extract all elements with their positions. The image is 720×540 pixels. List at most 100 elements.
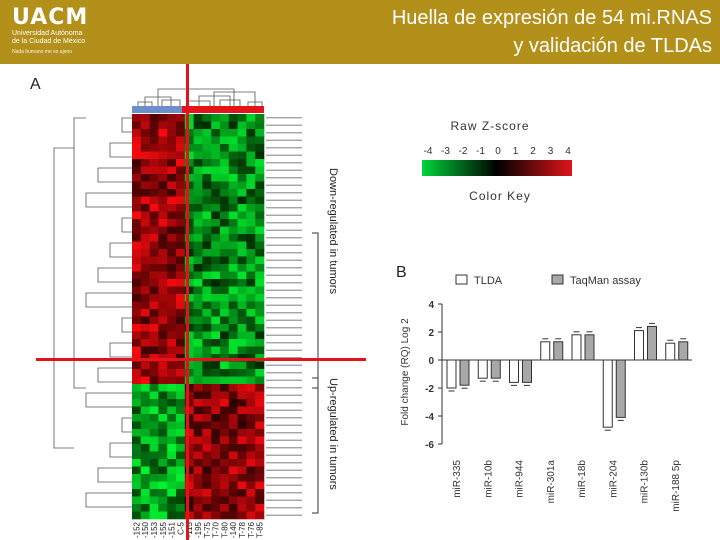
heatmap-cell bbox=[132, 474, 142, 482]
x-tick-label: miR-335 bbox=[452, 460, 463, 498]
heatmap-cell bbox=[176, 444, 186, 452]
heatmap-cell bbox=[237, 309, 247, 317]
heatmap-cell bbox=[140, 376, 150, 385]
heatmap-cell bbox=[193, 331, 203, 340]
heatmap-cell bbox=[202, 271, 212, 280]
heatmap-cell bbox=[132, 166, 142, 175]
heatmap-cell bbox=[176, 159, 186, 167]
heatmap-cell bbox=[228, 271, 238, 280]
heatmap-cell bbox=[176, 504, 186, 512]
heatmap-cell bbox=[132, 489, 142, 497]
heatmap-cell bbox=[228, 204, 238, 212]
heatmap-cell bbox=[193, 436, 203, 445]
heatmap-cell bbox=[140, 271, 150, 280]
heatmap-cell bbox=[228, 474, 238, 482]
heatmap-cell bbox=[193, 451, 203, 460]
heatmap-cell bbox=[255, 436, 265, 445]
heatmap-cell bbox=[132, 114, 142, 122]
up-bracket bbox=[312, 377, 319, 514]
heatmap-cell bbox=[202, 286, 212, 295]
heatmap-cell bbox=[184, 376, 194, 385]
heatmap-cell bbox=[149, 114, 159, 122]
heatmap-cell bbox=[140, 151, 150, 160]
heatmap-cell bbox=[167, 144, 177, 152]
heatmap-cell bbox=[220, 286, 230, 295]
heatmap-cell bbox=[149, 429, 159, 437]
heatmap-cell bbox=[211, 294, 221, 302]
heatmap-cell bbox=[158, 459, 168, 467]
heatmap-cell bbox=[184, 316, 194, 325]
heatmap-cell bbox=[158, 489, 168, 497]
heatmap-cell bbox=[202, 354, 212, 362]
down-bracket bbox=[312, 232, 319, 389]
heatmap-cell bbox=[237, 459, 247, 467]
heatmap-cell bbox=[184, 136, 194, 145]
heatmap-cell bbox=[228, 136, 238, 145]
heatmap-cell bbox=[237, 136, 247, 145]
heatmap-cell bbox=[149, 129, 159, 137]
heatmap-cell bbox=[167, 129, 177, 137]
dendrogram-branch bbox=[109, 342, 132, 358]
heatmap-cell bbox=[255, 241, 265, 250]
heatmap-cell bbox=[149, 271, 159, 280]
heatmap-cell bbox=[202, 489, 212, 497]
heatmap-cell bbox=[149, 504, 159, 512]
heatmap-cell bbox=[237, 466, 247, 475]
heatmap-cell bbox=[184, 406, 194, 415]
heatmap-cell bbox=[246, 421, 256, 430]
heatmap-cell bbox=[228, 361, 238, 370]
column-label: T-85 bbox=[256, 521, 265, 538]
heatmap-cell bbox=[228, 196, 238, 205]
heatmap-cell bbox=[237, 399, 247, 407]
column-labels: C-152 C-150 C-153 C-155 C-151 C-5 T-115 T-195 T-… bbox=[132, 521, 264, 538]
heatmap-cell bbox=[149, 234, 159, 242]
heatmap-cell bbox=[132, 346, 142, 355]
heatmap-cell bbox=[140, 459, 150, 467]
heatmap-cell bbox=[167, 346, 177, 355]
legend-label: TaqMan assay bbox=[570, 275, 641, 287]
heatmap-cell bbox=[246, 129, 256, 137]
heatmap-cell bbox=[176, 459, 186, 467]
heatmap-cell bbox=[228, 301, 238, 310]
heatmap-cell bbox=[158, 309, 168, 317]
heatmap-cell bbox=[237, 151, 247, 160]
heatmap-cell bbox=[132, 151, 142, 160]
heatmap-cell bbox=[193, 174, 203, 182]
heatmap-cell bbox=[202, 451, 212, 460]
heatmap-cell bbox=[220, 429, 230, 437]
heatmap-cell bbox=[149, 324, 159, 332]
heatmap-cell bbox=[132, 429, 142, 437]
heatmap-cell bbox=[193, 129, 203, 137]
heatmap-cell bbox=[211, 211, 221, 220]
heatmap-cell bbox=[211, 241, 221, 250]
heatmap-cell bbox=[220, 144, 230, 152]
heatmap-cell bbox=[132, 309, 142, 317]
heatmap-cell bbox=[184, 354, 194, 362]
x-tick-label: miR-188 5p bbox=[671, 460, 682, 512]
y-tick-label: 2 bbox=[428, 328, 434, 339]
heatmap-cell bbox=[158, 391, 168, 400]
heatmap-cell bbox=[220, 444, 230, 452]
heatmap-cell bbox=[193, 144, 203, 152]
heatmap-cell bbox=[211, 144, 221, 152]
heatmap-cell bbox=[202, 504, 212, 512]
dendrogram-branch bbox=[85, 292, 132, 308]
heatmap-cell bbox=[193, 511, 203, 520]
heatmap-cell bbox=[220, 166, 230, 175]
heatmap-cell bbox=[149, 391, 159, 400]
heatmap-cell bbox=[237, 129, 247, 137]
heatmap-cell bbox=[132, 279, 142, 287]
heatmap-cell bbox=[193, 204, 203, 212]
heatmap-cell bbox=[158, 129, 168, 137]
heatmap-cell bbox=[202, 166, 212, 175]
heatmap-cell bbox=[184, 414, 194, 422]
heatmap-cell bbox=[158, 144, 168, 152]
heatmap-cell bbox=[228, 234, 238, 242]
heatmap-cell bbox=[255, 256, 265, 265]
heatmap-cell bbox=[176, 121, 186, 130]
heatmap-cell bbox=[140, 324, 150, 332]
heatmap-cell bbox=[237, 211, 247, 220]
heatmap-cell bbox=[140, 196, 150, 205]
heatmap-cell bbox=[176, 211, 186, 220]
heatmap-cell bbox=[211, 301, 221, 310]
